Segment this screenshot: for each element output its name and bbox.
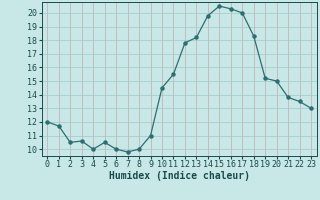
X-axis label: Humidex (Indice chaleur): Humidex (Indice chaleur) (109, 171, 250, 181)
